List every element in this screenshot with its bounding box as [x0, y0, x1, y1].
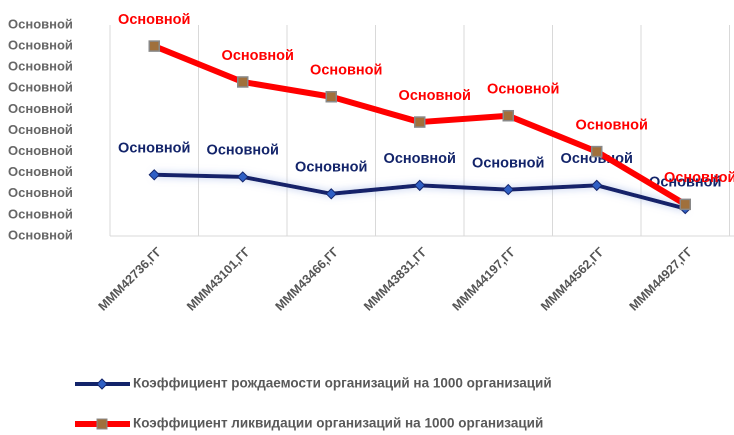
data-label: Основной	[649, 174, 721, 190]
data-label: Основной	[295, 160, 367, 176]
x-tick-label: MMM43466,ГГ	[273, 245, 342, 314]
y-tick-label: Основной	[8, 101, 73, 116]
data-label: Основной	[487, 82, 559, 98]
x-tick-label: MMM42736,ГГ	[96, 245, 165, 314]
y-tick-label: Основной	[8, 185, 73, 200]
marker	[325, 90, 337, 103]
data-label: Основной	[118, 141, 190, 157]
data-label: Основной	[310, 63, 382, 79]
marker	[325, 188, 337, 200]
y-tick-label: Основной	[8, 122, 73, 137]
x-tick-label: MMM44197,ГГ	[450, 245, 519, 314]
y-tick-label: Основной	[8, 16, 73, 31]
y-tick-label: Основной	[8, 143, 73, 158]
y-tick-label: Основной	[8, 38, 73, 53]
marker	[148, 169, 160, 181]
legend-label: Коэффициент рождаемости организаций на 1…	[133, 376, 552, 391]
data-label: Основной	[664, 170, 734, 186]
legend-marker	[96, 418, 108, 430]
y-tick-label: Основной	[8, 206, 73, 221]
marker	[591, 145, 603, 158]
legend-marker	[96, 378, 108, 390]
marker	[237, 171, 249, 183]
marker	[148, 40, 160, 52]
data-label: Основной	[384, 151, 456, 167]
x-tick-label: MMM43101,ГГ	[184, 245, 253, 314]
y-tick-label: Основной	[8, 164, 73, 179]
data-label: Основной	[472, 155, 544, 171]
y-tick-label: Основной	[8, 80, 73, 95]
x-tick-label: MMM44927,ГГ	[627, 245, 696, 314]
data-label: Основной	[118, 12, 190, 28]
marker	[679, 198, 691, 211]
marker	[414, 116, 426, 128]
marker	[237, 76, 249, 88]
marker	[591, 179, 603, 192]
marker	[502, 183, 514, 196]
data-label: Основной	[576, 117, 648, 133]
x-tick-label: MMM44562,ГГ	[538, 245, 607, 314]
data-label: Основной	[399, 88, 471, 104]
marker	[502, 109, 514, 122]
marker	[414, 179, 426, 192]
data-label: Основной	[222, 48, 294, 64]
x-tick-label: MMM43831,ГГ	[361, 245, 430, 314]
data-label: Основной	[207, 143, 279, 159]
legend-label: Коэффициент ликвидации организаций на 10…	[133, 416, 543, 431]
y-tick-label: Основной	[8, 227, 73, 242]
y-tick-label: Основной	[8, 59, 73, 74]
